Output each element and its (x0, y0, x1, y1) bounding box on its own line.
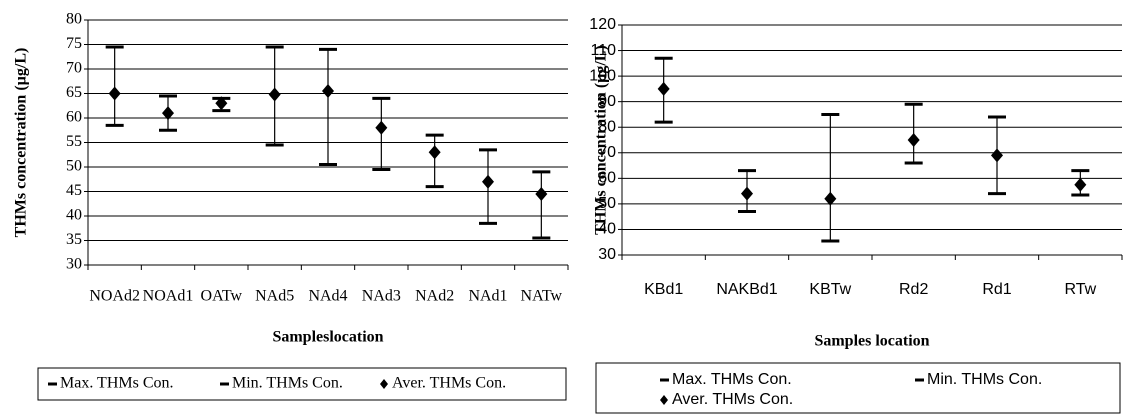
y-axis-title: THMs concentration (µg/L) (593, 45, 610, 235)
y-tick-label: 40 (598, 221, 616, 238)
average-marker (657, 81, 670, 96)
legend-label: Max. THMs Con. (60, 375, 174, 392)
x-tick-label: NAd1 (468, 288, 507, 305)
x-tick-label: NAd5 (255, 288, 294, 305)
y-tick-label: 80 (66, 11, 82, 28)
average-marker (1074, 177, 1087, 192)
legend-box (37, 367, 567, 401)
y-tick-label: 90 (598, 93, 616, 110)
legend-symbol (660, 395, 668, 405)
y-axis-title: THMs concentration (µg/L) (13, 48, 30, 238)
y-tick-label: 110 (590, 42, 616, 59)
y-tick-label: 50 (66, 158, 82, 175)
y-tick-label: 60 (66, 109, 82, 126)
average-marker (428, 145, 441, 160)
y-tick-label: 80 (598, 118, 616, 135)
average-marker (268, 87, 281, 102)
average-marker (322, 84, 334, 99)
average-marker (741, 186, 753, 201)
x-axis-title: Sampleslocation (272, 329, 383, 346)
y-tick-label: 45 (66, 182, 82, 199)
y-tick-label: 50 (598, 195, 616, 212)
x-tick-label: OATw (201, 288, 243, 305)
y-tick-label: 60 (598, 170, 616, 187)
legend-label: Min. THMs Con. (927, 371, 1042, 388)
x-tick-label: NATw (521, 288, 563, 305)
x-tick-label: RTw (1064, 281, 1096, 298)
x-tick-label: NOAd1 (143, 288, 194, 305)
y-tick-label: 70 (66, 60, 82, 77)
y-tick-label: 120 (589, 16, 616, 33)
legend-label: Aver. THMs Con. (392, 375, 506, 392)
y-tick-label: 35 (66, 231, 82, 248)
x-tick-label: NAd4 (308, 288, 347, 305)
x-tick-label: NOAd2 (89, 288, 140, 305)
y-tick-label: 30 (598, 246, 616, 263)
average-marker (907, 133, 920, 147)
legend-label: Min. THMs Con. (232, 375, 343, 392)
y-tick-label: 75 (66, 35, 82, 52)
x-tick-label: NAd3 (362, 288, 401, 305)
average-marker (991, 148, 1003, 163)
x-tick-label: Rd1 (982, 281, 1011, 298)
y-tick-label: 55 (66, 133, 82, 150)
average-marker (108, 86, 121, 101)
average-marker (482, 174, 494, 189)
y-tick-label: 100 (589, 67, 616, 84)
average-marker (162, 106, 174, 121)
x-tick-label: NAKBd1 (716, 281, 777, 298)
x-tick-label: Rd2 (899, 281, 928, 298)
y-tick-label: 40 (66, 207, 82, 224)
y-tick-label: 70 (598, 144, 616, 161)
legend-symbol (380, 379, 388, 389)
legend-label: Aver. THMs Con. (672, 391, 793, 408)
x-tick-label: KBTw (809, 281, 851, 298)
x-tick-label: NAd2 (415, 288, 454, 305)
x-tick-label: KBd1 (644, 281, 683, 298)
y-tick-label: 65 (66, 84, 82, 101)
legend-label: Max. THMs Con. (672, 371, 792, 388)
x-axis-title: Samples location (814, 333, 929, 350)
average-marker (375, 120, 388, 135)
legend-box (595, 362, 1121, 414)
average-marker (535, 186, 548, 201)
y-tick-label: 30 (66, 256, 82, 273)
average-marker (824, 191, 837, 206)
average-marker (215, 96, 228, 111)
